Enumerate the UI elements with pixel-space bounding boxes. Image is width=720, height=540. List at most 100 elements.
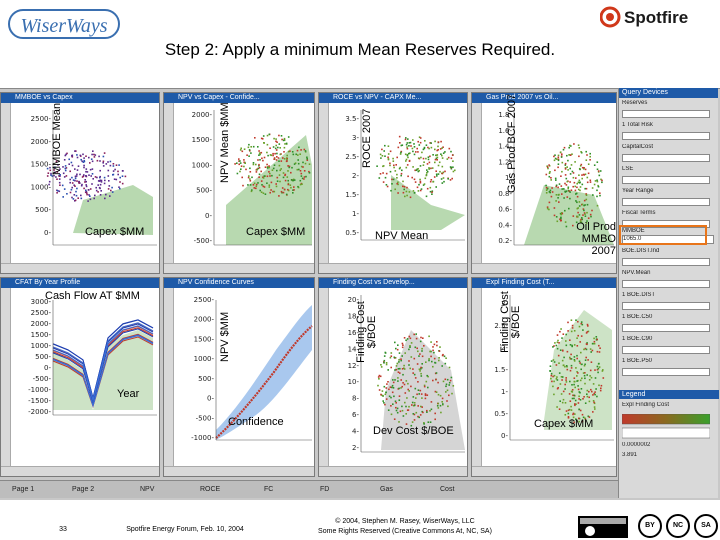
panel-toolbar[interactable]	[1, 103, 11, 263]
axis-selector-bar[interactable]	[472, 263, 616, 273]
axis-selector-bar[interactable]	[319, 466, 467, 476]
scatter-point	[380, 393, 382, 396]
range-slider[interactable]	[622, 324, 710, 332]
tab[interactable]: Page 2	[72, 486, 95, 493]
confidence-curve-plot[interactable]: 2500-2000-1500-1000-500-0--500--1000-	[176, 290, 314, 466]
range-slider[interactable]	[622, 176, 710, 184]
scatter-point	[247, 184, 249, 186]
scatter-point	[564, 164, 567, 166]
scatter-point	[572, 185, 574, 188]
tab[interactable]: NPV	[140, 486, 155, 493]
scatter-point	[448, 147, 451, 150]
scatter-point	[556, 376, 558, 378]
panel-title[interactable]: MMBOE vs Capex	[1, 93, 159, 103]
scatter-point	[268, 133, 271, 136]
plot-panel-npv-vs-capex[interactable]: NPV vs Capex - Confide... 2000- 1500- 1000…	[163, 92, 315, 274]
scatter-point	[550, 179, 552, 181]
plot-panel-roce-vs-npv[interactable]: ROCE vs NPV - CAPX Me... 3.5- 3- 2.5- 2- 1.5…	[318, 92, 468, 274]
scatter-point	[589, 155, 591, 158]
scatter-point	[73, 184, 75, 186]
legend-title[interactable]: Legend	[619, 390, 719, 399]
y-tick-label: 0-	[44, 229, 51, 237]
scatter-point	[420, 372, 422, 375]
range-slider[interactable]	[622, 258, 710, 266]
panel-toolbar[interactable]	[164, 288, 174, 466]
scatter-point	[297, 185, 299, 188]
panel-title[interactable]: NPV vs Capex - Confide...	[164, 93, 314, 103]
scatter-point	[577, 320, 579, 323]
query-label: 1 BOE.DIST	[622, 292, 656, 298]
panel-toolbar[interactable]	[319, 103, 329, 263]
axis-selector-bar[interactable]	[1, 466, 159, 476]
panel-toolbar[interactable]	[1, 288, 11, 466]
panel-title[interactable]: NPV Confidence Curves	[164, 278, 314, 288]
scatter-point	[61, 184, 64, 187]
scatter-point	[556, 334, 559, 336]
range-slider[interactable]	[622, 302, 710, 310]
scatter-plot[interactable]: 20-18-16-14-12-10-8-6-4-2-	[331, 290, 467, 466]
scatter-point	[423, 422, 425, 424]
scatter-point	[402, 344, 404, 346]
panel-toolbar[interactable]	[164, 103, 174, 263]
panel-title[interactable]: Expl Finding Cost (T...	[472, 278, 616, 288]
plot-panel-gas-vs-oil[interactable]: Gas Prod 2007 vs Oil... 1.8- 1.6- 1.4- 1.2-…	[471, 92, 617, 274]
scatter-point	[56, 178, 58, 180]
panel-title[interactable]: CFAT By Year Profile	[1, 278, 159, 288]
range-slider[interactable]	[622, 346, 710, 354]
panel-title[interactable]: ROCE vs NPV - CAPX Me...	[319, 93, 467, 103]
tab[interactable]: FD	[320, 486, 330, 493]
axis-selector-bar[interactable]	[1, 263, 159, 273]
scatter-plot[interactable]: 2000-1500-1000-500-0--500-	[176, 105, 314, 263]
y-tick-label: -1000-	[191, 434, 214, 442]
range-slider[interactable]	[622, 368, 710, 376]
plot-panel-npv-confidence[interactable]: NPV Confidence Curves 2500- 2000- 1500- 100…	[163, 277, 315, 477]
axis-selector-bar[interactable]	[472, 466, 616, 476]
scatter-plot[interactable]: 3.5-3-2.5-2-1.5-1-0.5-	[331, 105, 467, 263]
tab[interactable]: Gas	[380, 486, 393, 493]
scatter-point	[416, 363, 419, 365]
scatter-plot[interactable]: 1.8-1.6-1.4-1.2-1-0.8-0.6-0.4-0.2-	[484, 105, 616, 263]
scatter-point	[239, 160, 241, 162]
tab[interactable]: FC	[264, 486, 274, 493]
range-slider[interactable]	[622, 110, 710, 118]
scatter-plot[interactable]: 3-2.5-2-1.5-1-0.5-0-	[484, 290, 616, 466]
panel-toolbar[interactable]	[319, 288, 329, 466]
query-devices-title[interactable]: Query Devices	[619, 88, 718, 98]
panel-title[interactable]: Gas Prod 2007 vs Oil...	[472, 93, 616, 103]
scatter-point	[381, 394, 384, 397]
axis-selector-bar[interactable]	[164, 263, 314, 273]
range-slider[interactable]	[622, 220, 710, 228]
panel-toolbar[interactable]	[472, 103, 482, 263]
tab[interactable]: ROCE	[200, 486, 221, 493]
scatter-point	[273, 164, 276, 166]
scatter-point	[583, 209, 585, 212]
plot-panel-cfat-by-year[interactable]: CFAT By Year Profile 3000- 2500- 2000- 1500…	[0, 277, 160, 477]
axis-selector-bar[interactable]	[319, 263, 467, 273]
scatter-point	[401, 405, 403, 408]
scatter-point	[573, 377, 576, 379]
scatter-point	[423, 161, 425, 163]
range-slider[interactable]	[622, 132, 710, 140]
scatter-point	[570, 189, 573, 191]
scatter-plot[interactable]: 2500-2000-1500-1000-500-0-	[13, 105, 159, 263]
panel-toolbar[interactable]	[472, 288, 482, 466]
line-profile-plot[interactable]: 3000-2500-2000-1500-1000-500-0--500--100…	[13, 290, 159, 466]
scatter-point	[591, 209, 593, 212]
scatter-point	[576, 357, 578, 360]
scatter-point	[574, 413, 576, 415]
plot-panel-finding-vs-dev-cost[interactable]: Finding Cost vs Develop... 20- 18- 16- 14- 1…	[318, 277, 468, 477]
plot-panel-mmboe-vs-capex[interactable]: MMBOE vs Capex 2500- 2000- 1500- 1000- 500- 0…	[0, 92, 160, 274]
scatter-point	[239, 170, 241, 173]
tab[interactable]: Cost	[440, 486, 455, 493]
tab[interactable]: Page 1	[12, 486, 35, 493]
axis-selector-bar[interactable]	[164, 466, 314, 476]
scatter-point	[568, 154, 570, 156]
range-slider[interactable]	[622, 154, 710, 162]
range-slider[interactable]	[622, 198, 710, 206]
range-slider[interactable]	[622, 280, 710, 288]
scatter-point	[581, 183, 584, 186]
plot-panel-expl-finding-cost[interactable]: Expl Finding Cost (T... 3- 2.5- 2- 1.5- 1- 0.…	[471, 277, 617, 477]
panel-title[interactable]: Finding Cost vs Develop...	[319, 278, 467, 288]
query-label: Reserves	[622, 100, 648, 106]
scatter-point	[279, 180, 281, 183]
